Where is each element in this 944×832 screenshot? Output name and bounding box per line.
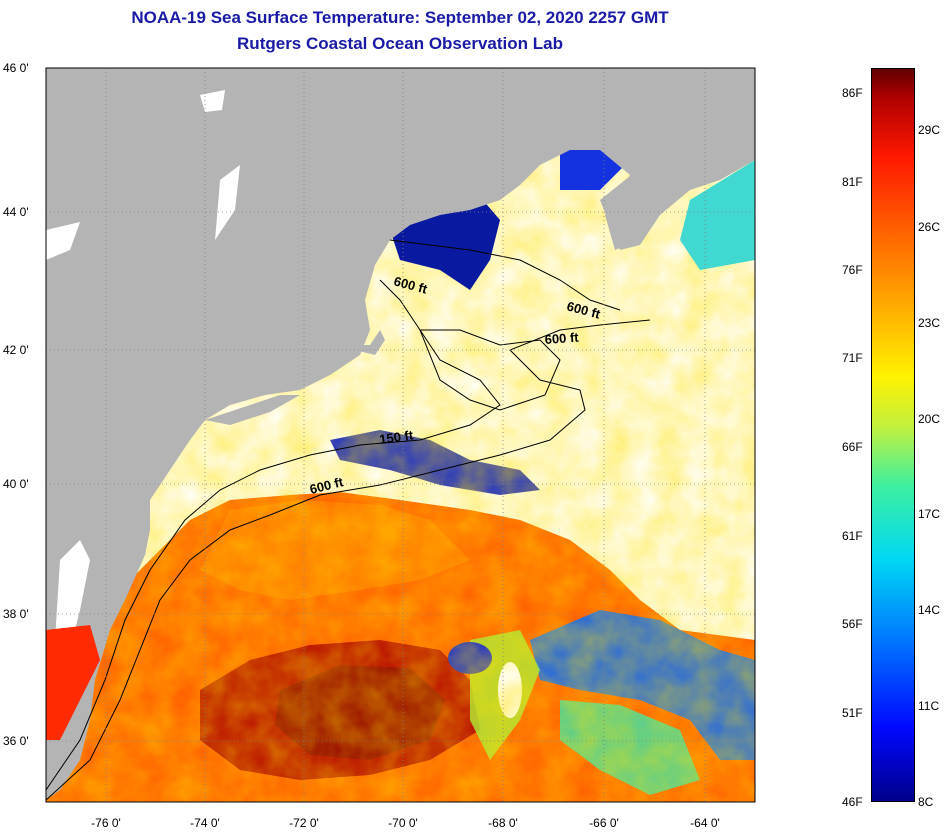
bathymetry-contours [46, 239, 651, 801]
inland-cloud [200, 90, 225, 112]
lon-label: -64 0' [690, 816, 720, 830]
lat-label: 46 0' [3, 61, 29, 75]
lon-label: -72 0' [289, 816, 319, 830]
colorbar-f-label: 76F [842, 263, 863, 277]
lat-label: 44 0' [3, 205, 29, 219]
colorbar-f-label: 71F [842, 351, 863, 365]
lon-label: -70 0' [388, 816, 418, 830]
colorbar-c-label: 20C [918, 412, 941, 426]
colorbar-c-label: 8C [918, 795, 934, 809]
lat-label: 42 0' [3, 343, 29, 357]
lat-label: 36 0' [3, 734, 29, 748]
temperature-colorbar [871, 68, 915, 802]
land-mass [46, 68, 755, 800]
colorbar-c-label: 11C [918, 699, 940, 713]
contour-label: 600 ft [544, 330, 580, 347]
colorbar-f-label: 56F [842, 617, 863, 631]
colorbar-f-label: 66F [842, 440, 863, 454]
cape-cod [355, 330, 385, 355]
colorbar-f-label: 86F [842, 86, 863, 100]
lat-label: 38 0' [3, 607, 29, 621]
inland-cloud [215, 165, 240, 240]
nova-scotia-land [600, 135, 755, 250]
colorbar-c-label: 29C [918, 123, 941, 137]
map-frame [45, 67, 756, 803]
colorbar-c-label: 23C [918, 316, 941, 330]
inland-cloud [46, 222, 80, 260]
st-lawrence-cool-water [680, 160, 755, 270]
colorbar-c-label: 14C [918, 603, 941, 617]
contour-600ft [46, 319, 651, 801]
contour-label: 150 ft [378, 427, 414, 447]
colorbar-f-label: 51F [842, 706, 863, 720]
lat-label: 40 0' [3, 477, 29, 491]
map-title: NOAA-19 Sea Surface Temperature: Septemb… [131, 8, 669, 27]
long-island [205, 395, 300, 425]
colorbar-c-label: 17C [918, 507, 941, 521]
contour-georges-bank [419, 329, 561, 411]
colorbar-f-label: 46F [842, 795, 863, 809]
colorbar-c-label: 26C [918, 220, 941, 234]
lon-label: -74 0' [190, 816, 220, 830]
contour-gulf-of-maine [389, 239, 621, 311]
colorbar-f-label: 81F [842, 175, 863, 189]
lon-label: -76 0' [91, 816, 121, 830]
lon-label: -68 0' [488, 816, 518, 830]
delmarva-bay [55, 540, 90, 650]
map-subtitle: Rutgers Coastal Ocean Observation Lab [237, 34, 563, 53]
colorbar-f-label: 61F [842, 529, 863, 543]
lon-label: -66 0' [589, 816, 619, 830]
chesapeake-warm-water [46, 625, 100, 740]
contour-150ft [46, 279, 501, 791]
